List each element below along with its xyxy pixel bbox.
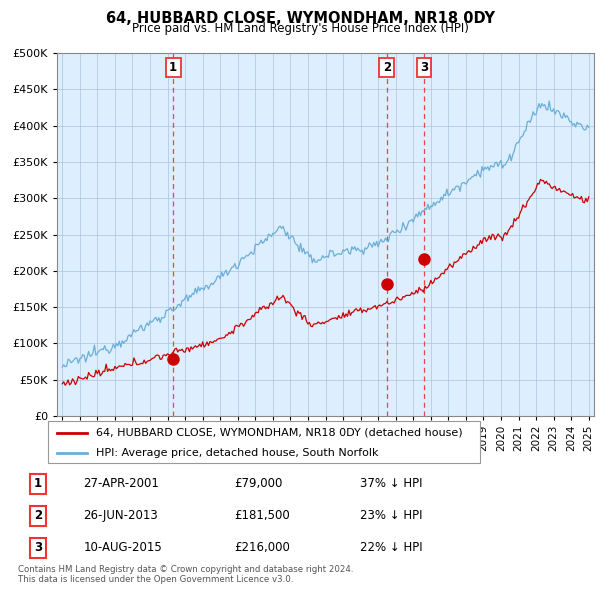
Text: This data is licensed under the Open Government Licence v3.0.: This data is licensed under the Open Gov… [18, 575, 293, 584]
Text: 23% ↓ HPI: 23% ↓ HPI [360, 509, 422, 522]
Text: 3: 3 [34, 542, 42, 555]
Text: 2: 2 [34, 509, 42, 522]
Text: £79,000: £79,000 [235, 477, 283, 490]
Text: £181,500: £181,500 [235, 509, 290, 522]
Text: £216,000: £216,000 [235, 542, 290, 555]
Text: Contains HM Land Registry data © Crown copyright and database right 2024.: Contains HM Land Registry data © Crown c… [18, 565, 353, 574]
Text: 64, HUBBARD CLOSE, WYMONDHAM, NR18 0DY: 64, HUBBARD CLOSE, WYMONDHAM, NR18 0DY [106, 11, 494, 25]
Text: 10-AUG-2015: 10-AUG-2015 [83, 542, 162, 555]
Text: HPI: Average price, detached house, South Norfolk: HPI: Average price, detached house, Sout… [95, 448, 378, 458]
Text: 22% ↓ HPI: 22% ↓ HPI [360, 542, 422, 555]
Text: 27-APR-2001: 27-APR-2001 [83, 477, 160, 490]
Text: 1: 1 [169, 61, 177, 74]
Text: 26-JUN-2013: 26-JUN-2013 [83, 509, 158, 522]
Text: Price paid vs. HM Land Registry's House Price Index (HPI): Price paid vs. HM Land Registry's House … [131, 22, 469, 35]
Text: 37% ↓ HPI: 37% ↓ HPI [360, 477, 422, 490]
Text: 64, HUBBARD CLOSE, WYMONDHAM, NR18 0DY (detached house): 64, HUBBARD CLOSE, WYMONDHAM, NR18 0DY (… [95, 428, 462, 438]
Text: 3: 3 [420, 61, 428, 74]
FancyBboxPatch shape [48, 421, 480, 463]
Text: 2: 2 [383, 61, 391, 74]
Text: 1: 1 [34, 477, 42, 490]
